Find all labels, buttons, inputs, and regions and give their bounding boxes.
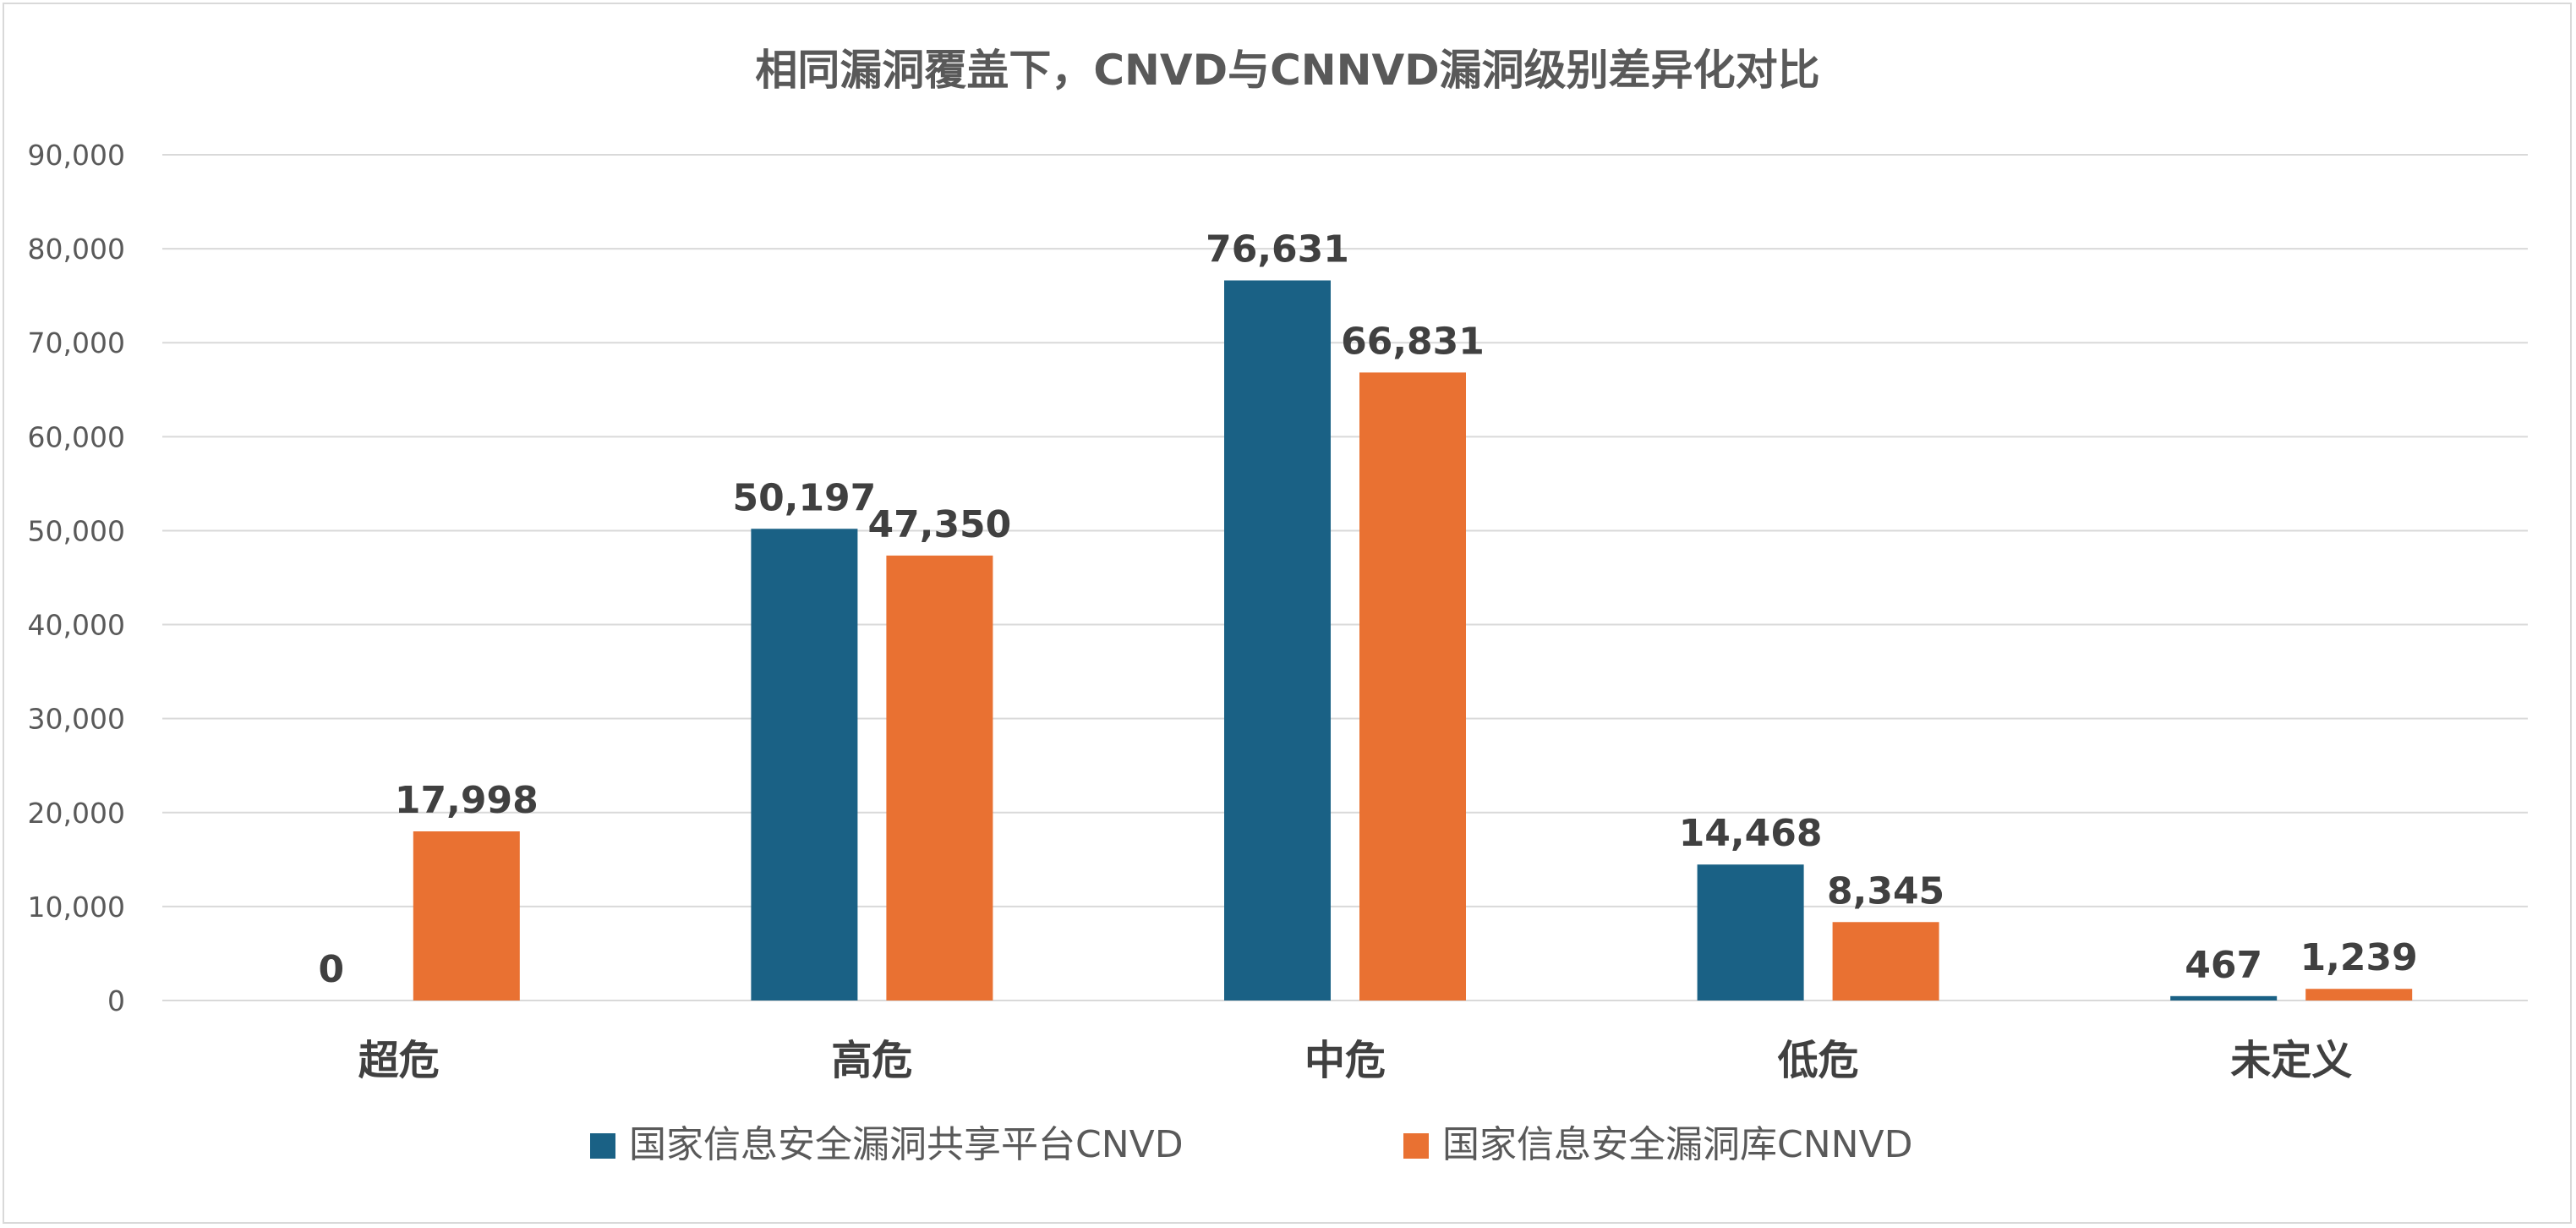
x-tick-label: 超危	[358, 1037, 440, 1084]
y-tick-label: 40,000	[28, 609, 125, 642]
data-label: 467	[2185, 944, 2262, 987]
data-label: 8,345	[1827, 869, 1944, 913]
y-tick-label: 50,000	[28, 514, 125, 547]
data-label: 76,631	[1206, 228, 1349, 271]
y-tick-label: 90,000	[28, 139, 125, 172]
y-tick-label: 0	[107, 984, 125, 1017]
y-axis-ticks: 0 10,000 20,000 30,000 40,000 50,000 60,000 70,…	[28, 139, 125, 1017]
legend-label: 国家信息安全漏洞库CNNVD	[1442, 1123, 1913, 1166]
x-tick-label: 低危	[1778, 1037, 1859, 1084]
y-tick-label: 10,000	[28, 891, 125, 924]
x-tick-label: 中危	[1304, 1037, 1386, 1084]
bar-series1	[1224, 280, 1331, 1000]
gridlines	[162, 154, 2528, 1001]
y-tick-label: 60,000	[28, 420, 125, 453]
data-label: 17,998	[395, 779, 539, 822]
bar-series2	[2305, 989, 2413, 1000]
bars	[413, 280, 2413, 1000]
x-axis-ticks: 超危 高危 中危 低危 未定义	[358, 1037, 2352, 1084]
x-tick-label: 高危	[831, 1037, 912, 1084]
bar-series2	[886, 555, 993, 1000]
bar-series2	[1832, 922, 1939, 1000]
y-tick-label: 30,000	[28, 703, 125, 736]
data-label: 14,468	[1679, 812, 1823, 855]
y-tick-label: 70,000	[28, 326, 125, 359]
legend: 国家信息安全漏洞共享平台CNVD 国家信息安全漏洞库CNNVD	[590, 1123, 1913, 1166]
y-tick-label: 20,000	[28, 797, 125, 830]
data-label: 47,350	[868, 503, 1012, 546]
bar-series1	[2170, 995, 2278, 1000]
chart-title: 相同漏洞覆盖下，CNVD与CNNVD漏洞级别差异化对比	[755, 46, 1819, 95]
legend-swatch	[1403, 1133, 1429, 1159]
data-label: 1,239	[2300, 936, 2418, 979]
data-label: 50,197	[733, 476, 877, 519]
legend-label: 国家信息安全漏洞共享平台CNVD	[629, 1123, 1184, 1166]
x-tick-label: 未定义	[2230, 1037, 2352, 1084]
bar-series1	[1697, 864, 1804, 1000]
data-label: 66,831	[1341, 320, 1485, 363]
bar-series1	[751, 529, 858, 1000]
bar-series2	[1359, 372, 1466, 1000]
bar-series2	[413, 831, 520, 1000]
legend-swatch	[590, 1133, 615, 1159]
data-label: 0	[318, 948, 344, 991]
y-tick-label: 80,000	[28, 233, 125, 266]
